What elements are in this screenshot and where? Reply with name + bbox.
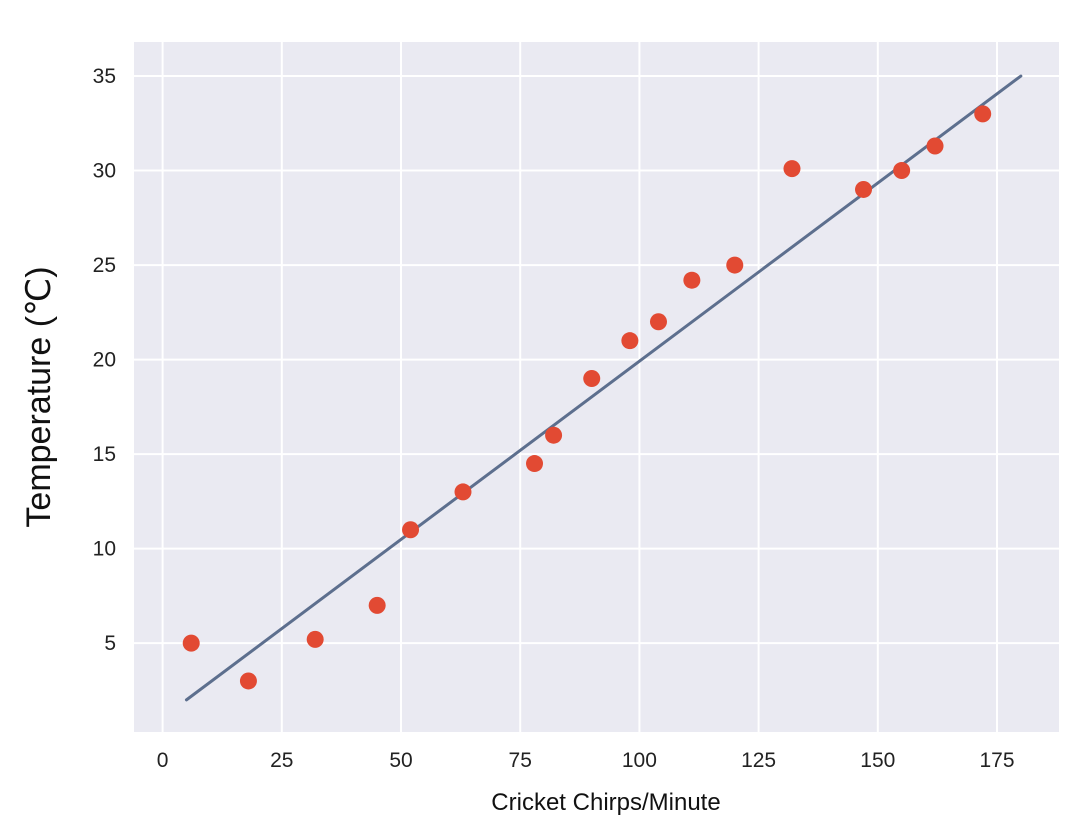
data-point <box>306 630 324 648</box>
data-point-layer <box>182 105 992 690</box>
data-point <box>402 521 420 539</box>
x-tick-label: 175 <box>979 749 1014 772</box>
data-point <box>583 369 601 387</box>
data-point <box>454 483 472 501</box>
y-axis-label: Temperature (℃) <box>20 266 58 527</box>
data-point <box>621 332 639 350</box>
x-tick-label: 100 <box>622 749 657 772</box>
regression-line <box>184 74 1023 702</box>
data-point <box>649 313 667 331</box>
y-tick-label: 25 <box>93 254 116 277</box>
data-point <box>726 256 744 274</box>
plot-background <box>134 42 1059 732</box>
data-point <box>239 672 257 690</box>
y-tick-label: 5 <box>104 632 116 655</box>
data-point <box>974 105 992 123</box>
tick-labels-layer: 0 25 50 75 100 125 150 175 5 10 15 20 25 30 35 <box>93 65 1015 772</box>
data-point <box>683 271 701 289</box>
y-tick-label: 10 <box>93 538 116 561</box>
x-tick-label: 125 <box>741 749 776 772</box>
data-point <box>545 426 563 444</box>
data-point <box>526 455 544 473</box>
x-tick-label: 75 <box>509 749 532 772</box>
data-point <box>926 137 944 155</box>
x-tick-label: 50 <box>389 749 412 772</box>
data-point <box>182 634 200 652</box>
x-tick-label: 150 <box>860 749 895 772</box>
data-point <box>783 160 801 178</box>
x-tick-label: 25 <box>270 749 293 772</box>
y-tick-label: 15 <box>93 443 116 466</box>
x-tick-label: 0 <box>157 749 169 772</box>
data-point <box>893 162 911 180</box>
regression-line-layer <box>184 74 1023 702</box>
y-tick-label: 20 <box>93 349 116 372</box>
x-axis-label: Cricket Chirps/Minute <box>491 789 720 816</box>
data-point <box>855 180 873 198</box>
data-point <box>368 596 386 614</box>
y-tick-label: 35 <box>93 65 116 88</box>
y-tick-label: 30 <box>93 160 116 183</box>
